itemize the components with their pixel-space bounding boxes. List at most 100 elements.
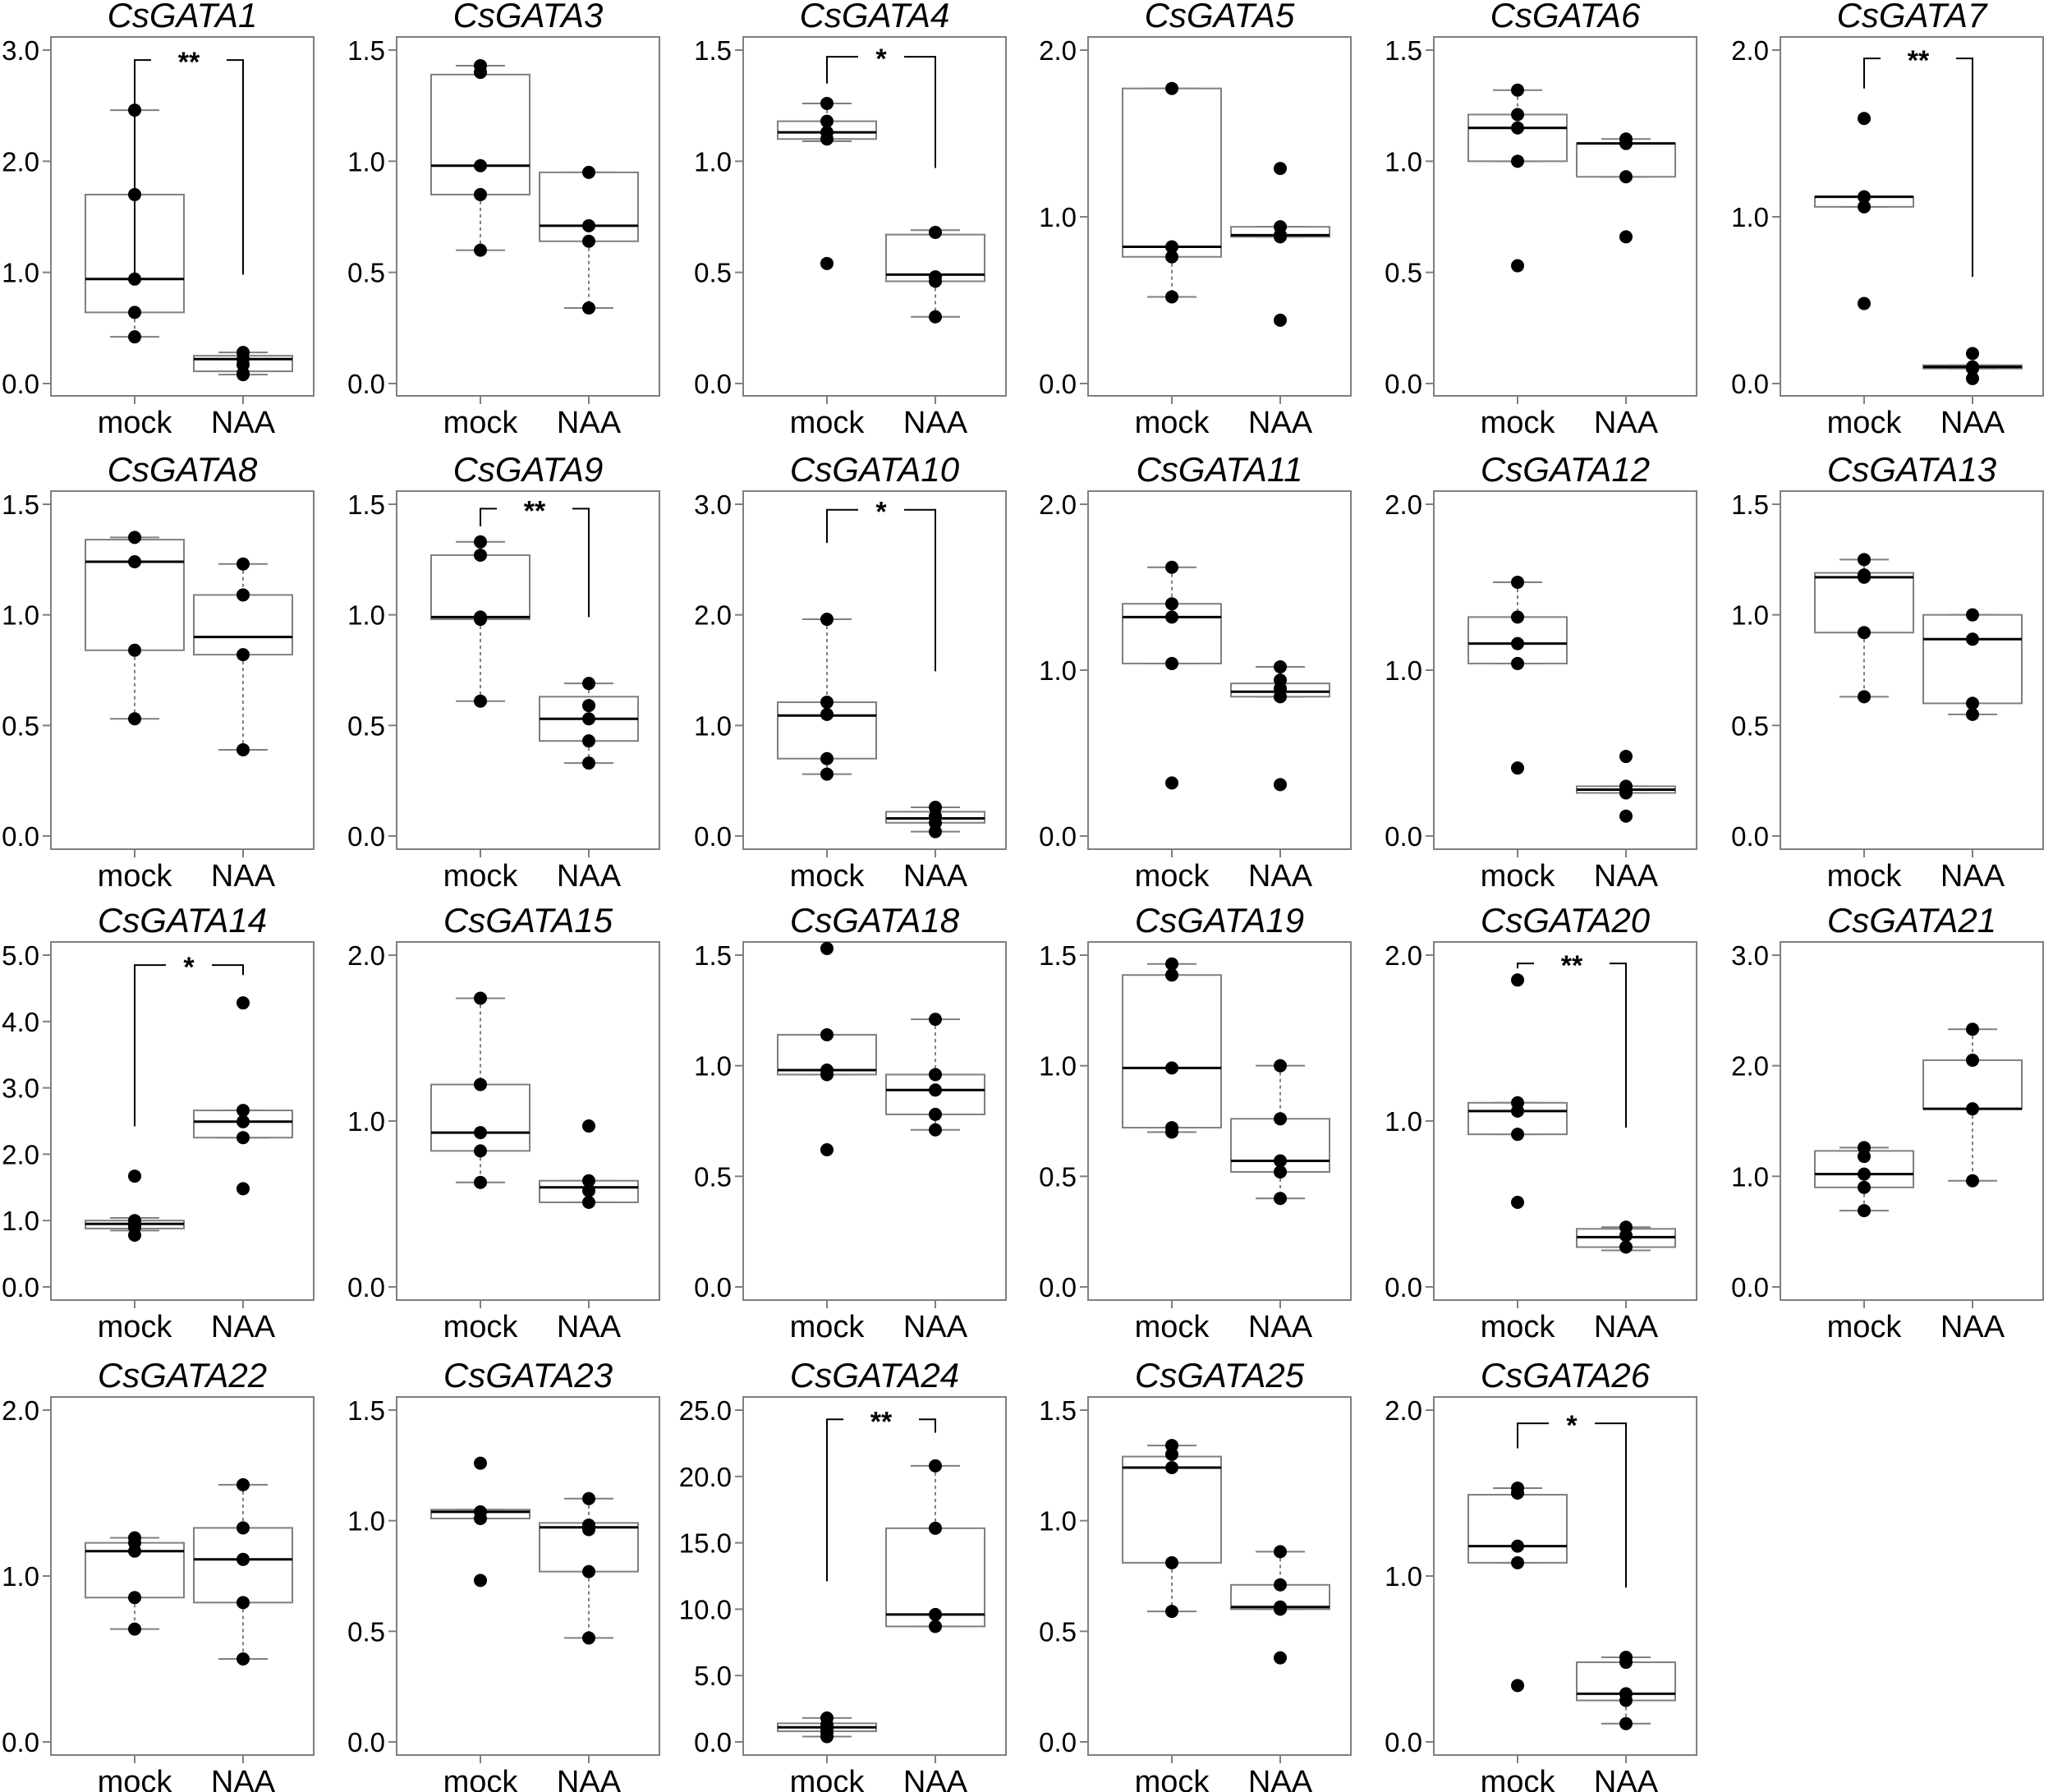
y-tick-label: 1.0 <box>1385 1106 1422 1137</box>
y-tick-label: 0.0 <box>347 369 385 399</box>
y-tick-label: 1.0 <box>694 710 732 741</box>
significance-label: ** <box>870 1406 893 1437</box>
chart-panel: CsGATA11 0.0 1.0 2.0 mock NAA <box>1039 450 1352 894</box>
data-point <box>1165 1555 1178 1569</box>
y-tick-label: 0.5 <box>347 710 385 741</box>
y-tick-label: 10.0 <box>679 1594 732 1624</box>
data-point <box>929 1013 942 1027</box>
y-tick-label: 2.0 <box>1385 940 1422 971</box>
data-point <box>929 1083 942 1097</box>
data-point <box>929 225 942 239</box>
x-tick-label: NAA <box>211 1765 276 1792</box>
data-point <box>582 1523 595 1537</box>
chart-title: CsGATA20 <box>1481 901 1651 940</box>
data-point <box>1165 1125 1178 1139</box>
data-point <box>1165 597 1178 611</box>
data-point <box>128 555 141 569</box>
plot-frame <box>742 36 1007 397</box>
y-tick-label: 1.0 <box>1385 655 1422 686</box>
box-iqr <box>1922 613 2023 705</box>
significance-bracket <box>919 1418 936 1433</box>
y-tick-label: 0.5 <box>1039 1161 1077 1192</box>
data-point <box>128 531 141 544</box>
x-tick-label: mock <box>790 1765 866 1792</box>
data-point <box>474 613 487 627</box>
chart-title: CsGATA4 <box>800 0 950 34</box>
data-point <box>237 1477 250 1491</box>
y-tick-label: 2.0 <box>2 146 39 177</box>
x-tick-label: mock <box>98 406 173 440</box>
y-tick-label: 1.5 <box>347 1395 385 1426</box>
y-tick-label: 0.0 <box>1039 1727 1077 1758</box>
data-point <box>1858 200 1871 214</box>
y-tick-label: 2.0 <box>1731 1051 1769 1082</box>
significance-bracket <box>1517 963 1534 969</box>
y-tick-label: 3.0 <box>2 35 39 66</box>
y-tick-label: 1.0 <box>1385 146 1422 177</box>
significance-bracket <box>1956 57 1973 278</box>
significance-bracket <box>826 1418 843 1582</box>
y-tick-label: 1.5 <box>694 35 732 66</box>
data-point <box>929 1123 942 1137</box>
y-tick-label: 1.0 <box>347 146 385 177</box>
chart-panel: CsGATA3 0.0 0.5 1.0 1.5 mock NAA <box>347 0 660 440</box>
chart-panel: CsGATA6 0.0 0.5 1.0 1.5 mock NAA <box>1385 0 1697 440</box>
x-tick-label: mock <box>790 406 866 440</box>
chart-panel: CsGATA7 0.0 1.0 2.0 mock NAA ** <box>1731 0 2044 440</box>
data-point <box>1511 1555 1524 1569</box>
chart-panel: CsGATA26 0.0 1.0 2.0 mock NAA * <box>1385 1356 1697 1792</box>
y-tick-label: 1.0 <box>2 600 39 631</box>
significance-bracket <box>227 59 244 275</box>
data-point <box>820 696 834 710</box>
chart-title: CsGATA5 <box>1145 0 1295 34</box>
data-point <box>237 557 250 571</box>
y-tick-label: 1.0 <box>1731 1161 1769 1192</box>
y-tick-label: 1.5 <box>1039 1395 1077 1426</box>
chart-title: CsGATA12 <box>1481 450 1650 489</box>
data-point <box>1274 659 1287 673</box>
data-point <box>1619 170 1633 184</box>
data-point <box>128 330 141 344</box>
y-tick-label: 0.5 <box>1385 258 1422 288</box>
y-tick-label: 1.5 <box>347 489 385 520</box>
x-tick-label: mock <box>790 1310 866 1344</box>
x-tick-label: mock <box>790 859 866 894</box>
data-point <box>582 1195 595 1209</box>
y-tick-label: 0.0 <box>347 1727 385 1758</box>
data-point <box>237 1182 250 1196</box>
data-point <box>237 1596 250 1610</box>
chart-title: CsGATA14 <box>98 901 267 940</box>
data-point <box>128 1228 141 1242</box>
data-point <box>1858 570 1871 584</box>
y-tick-label: 2.0 <box>2 1395 39 1426</box>
y-tick-label: 0.0 <box>2 821 39 852</box>
plot-frame <box>1433 490 1697 850</box>
box-iqr <box>1922 1059 2023 1110</box>
chart-panel: CsGATA24 0.0 5.0 10.0 15.0 20.0 25.0 mock NAA ** <box>679 1356 1007 1792</box>
chart-title: CsGATA22 <box>98 1356 267 1395</box>
data-point <box>1274 162 1287 176</box>
data-point <box>582 234 595 248</box>
chart-title: CsGATA8 <box>108 450 258 489</box>
y-tick-label: 1.0 <box>694 1051 732 1082</box>
data-point <box>929 1521 942 1535</box>
data-point <box>1511 154 1524 168</box>
chart-panel: CsGATA13 0.0 0.5 1.0 1.5 mock NAA <box>1731 450 2044 894</box>
data-point <box>1511 656 1524 670</box>
significance-bracket <box>572 508 590 618</box>
significance-label: ** <box>1561 950 1583 981</box>
plot-frame <box>396 1396 660 1756</box>
y-tick-label: 1.0 <box>1039 655 1077 686</box>
data-point <box>1619 1716 1633 1730</box>
significance-bracket <box>1610 963 1627 1128</box>
x-tick-label: NAA <box>1594 859 1659 894</box>
x-tick-label: NAA <box>1248 1310 1313 1344</box>
x-tick-label: mock <box>443 859 519 894</box>
plot-frame <box>1087 941 1352 1301</box>
data-point <box>929 274 942 288</box>
y-tick-label: 2.0 <box>347 940 385 971</box>
data-point <box>474 694 487 708</box>
data-point <box>1511 610 1524 624</box>
data-point <box>474 1144 487 1158</box>
data-point <box>929 1107 942 1121</box>
